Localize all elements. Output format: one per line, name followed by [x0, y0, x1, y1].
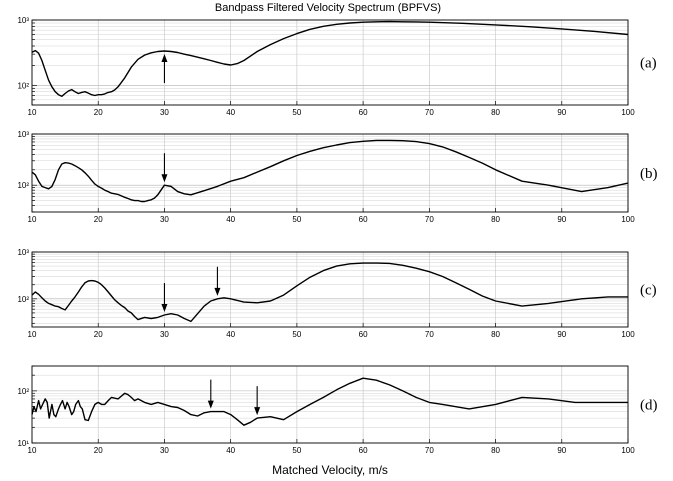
x-tick-label: 90 — [557, 330, 566, 339]
annotation-arrow — [254, 386, 261, 416]
x-tick-label: 20 — [94, 330, 103, 339]
panels: 10 20 30 40 50 60 70 80 90 100 10² 10³ (a) 10 20 30 40 50… — [17, 16, 657, 455]
x-tick-label: 70 — [425, 330, 434, 339]
panel-label: (a) — [640, 56, 657, 72]
x-tick-label: 100 — [621, 330, 635, 339]
x-tick-label: 90 — [557, 215, 566, 224]
series-line — [31, 377, 628, 426]
x-tick-label: 70 — [425, 108, 434, 117]
x-tick-label: 30 — [160, 108, 169, 117]
y-tick-label: 10² — [17, 387, 29, 396]
y-tick-label: 10³ — [17, 130, 29, 139]
arrow-head — [207, 400, 214, 409]
x-tick-label: 10 — [28, 215, 37, 224]
x-tick-label: 40 — [226, 330, 235, 339]
x-tick-label: 10 — [28, 108, 37, 117]
x-tick-label: 50 — [292, 108, 301, 117]
x-tick-label: 10 — [28, 330, 37, 339]
x-tick-label: 50 — [292, 215, 301, 224]
arrow-head — [254, 407, 261, 416]
x-tick-label: 40 — [226, 446, 235, 455]
y-tick-label: 10² — [17, 181, 29, 190]
annotation-arrow — [214, 266, 221, 296]
x-tick-label: 40 — [226, 215, 235, 224]
x-tick-label: 60 — [359, 446, 368, 455]
x-tick-label: 50 — [292, 446, 301, 455]
plot-frame — [31, 19, 629, 106]
y-tick-label: 10¹ — [17, 439, 29, 448]
x-tick-label: 50 — [292, 330, 301, 339]
y-tick-label: 10³ — [17, 248, 29, 257]
figure-title: Bandpass Filtered Velocity Spectrum (BPF… — [215, 2, 441, 14]
y-tick-label: 10² — [17, 81, 29, 90]
x-tick-label: 20 — [94, 446, 103, 455]
arrow-head — [161, 304, 168, 313]
panel-label: (c) — [640, 283, 657, 299]
x-tick-label: 40 — [226, 108, 235, 117]
panel-label: (b) — [640, 166, 658, 182]
x-tick-label: 80 — [491, 215, 500, 224]
annotation-arrow — [161, 54, 168, 84]
x-tick-label: 70 — [425, 446, 434, 455]
chart-panel: 10 20 30 40 50 60 70 80 90 100 10² 10³ (a) — [17, 16, 656, 117]
x-tick-label: 100 — [621, 108, 635, 117]
plot-frame — [31, 251, 629, 328]
x-tick-label: 20 — [94, 215, 103, 224]
series-line — [31, 139, 629, 203]
plot-frame — [31, 365, 629, 444]
x-tick-label: 30 — [160, 215, 169, 224]
x-tick-label: 10 — [28, 446, 37, 455]
x-tick-label: 60 — [359, 108, 368, 117]
x-tick-label: 90 — [557, 108, 566, 117]
chart-panel: 10 20 30 40 50 60 70 80 90 100 10² 10³ (c) — [17, 248, 656, 339]
arrow-head — [214, 287, 221, 296]
arrow-head — [161, 174, 168, 183]
x-tick-label: 80 — [491, 108, 500, 117]
arrow-head — [161, 54, 168, 63]
chart-panel: 10 20 30 40 50 60 70 80 90 100 10² 10³ (b) — [17, 130, 657, 224]
annotation-arrow — [161, 153, 168, 183]
x-tick-label: 60 — [359, 215, 368, 224]
x-tick-label: 70 — [425, 215, 434, 224]
x-tick-label: 80 — [491, 330, 500, 339]
x-tick-label: 90 — [557, 446, 566, 455]
x-tick-label: 100 — [621, 215, 635, 224]
annotation-arrow — [161, 283, 168, 313]
x-tick-label: 60 — [359, 330, 368, 339]
x-tick-label: 20 — [94, 108, 103, 117]
x-tick-label: 80 — [491, 446, 500, 455]
series-line — [31, 262, 628, 323]
x-tick-label: 30 — [160, 330, 169, 339]
chart-panel: 10 20 30 40 50 60 70 80 90 100 10¹ 10² (d) — [17, 365, 658, 455]
panel-label: (d) — [640, 398, 658, 414]
y-tick-label: 10³ — [17, 16, 29, 25]
x-tick-label: 30 — [160, 446, 169, 455]
annotation-arrow — [207, 379, 214, 409]
y-tick-label: 10² — [17, 295, 29, 304]
x-tick-label: 100 — [621, 446, 635, 455]
series-line — [31, 20, 629, 98]
x-axis-label: Matched Velocity, m/s — [272, 463, 388, 477]
